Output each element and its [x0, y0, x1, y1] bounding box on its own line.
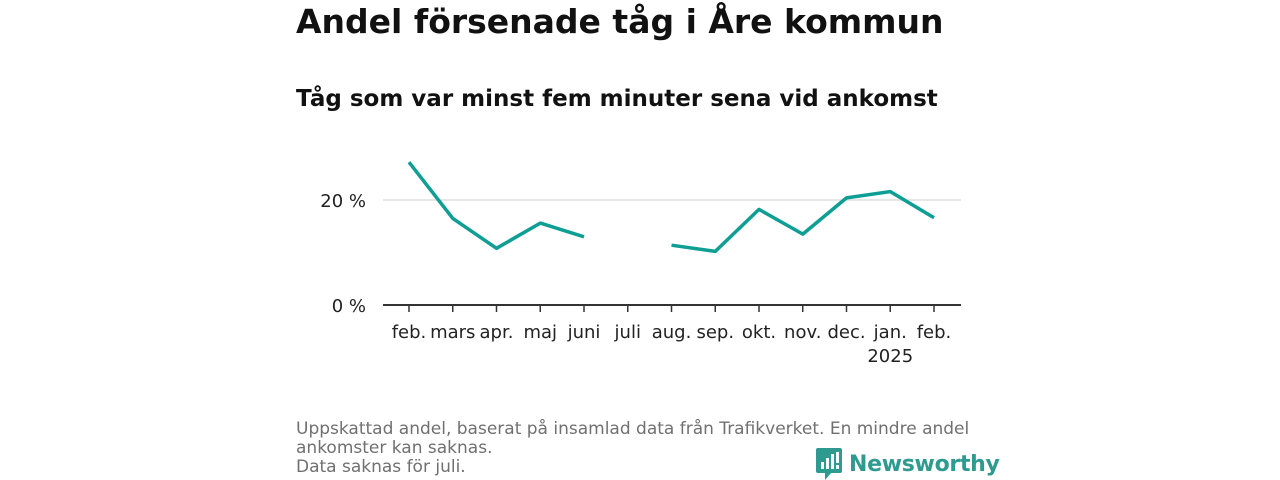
x-year-label: 2025: [867, 346, 913, 367]
chart-footnote: Uppskattad andel, baserat på insamlad da…: [296, 420, 996, 477]
x-tick-label: juni: [567, 322, 601, 343]
chart-subtitle: Tåg som var minst fem minuter sena vid a…: [296, 86, 938, 112]
brand-name: Newsworthy: [849, 451, 1000, 477]
footnote-line: Uppskattad andel, baserat på insamlad da…: [296, 419, 970, 439]
x-tick-label: nov.: [784, 322, 821, 343]
x-tick-label: aug.: [652, 322, 692, 343]
series-line: [671, 189, 935, 254]
x-tick-labels: feb. mars apr. maj juni juli aug. sep. okt. nov. d…: [392, 322, 952, 367]
x-tick-label: juli: [614, 322, 641, 343]
x-tick-label: sep.: [696, 322, 734, 343]
series-lines: [407, 161, 935, 254]
brand-logo: Newsworthy: [815, 447, 1000, 480]
x-tick-label: jan.: [873, 322, 907, 343]
y-axis: 0 % 20 %: [320, 191, 366, 317]
x-tick-label: dec.: [827, 322, 865, 343]
footnote-line: ankomster kan saknas.: [296, 438, 493, 458]
x-tick-label: apr.: [480, 322, 514, 343]
y-tick-label: 0 %: [332, 296, 366, 317]
footnote-line: Data saknas för juli.: [296, 457, 466, 477]
x-axis: [383, 304, 961, 312]
x-tick-label: feb.: [392, 322, 427, 343]
chart-title: Andel försenade tåg i Åre kommun: [296, 2, 944, 41]
x-tick-label: maj: [523, 322, 557, 343]
x-tick-label: mars: [430, 322, 475, 343]
x-tick-label: okt.: [742, 322, 776, 343]
y-tick-label: 20 %: [320, 191, 366, 212]
line-chart: 0 %20 % feb. mars apr. maj juni juli aug. sep. o…: [320, 161, 961, 367]
series-line: [407, 161, 585, 251]
newsworthy-logo-icon: [816, 448, 842, 480]
x-tick-label: feb.: [917, 322, 952, 343]
